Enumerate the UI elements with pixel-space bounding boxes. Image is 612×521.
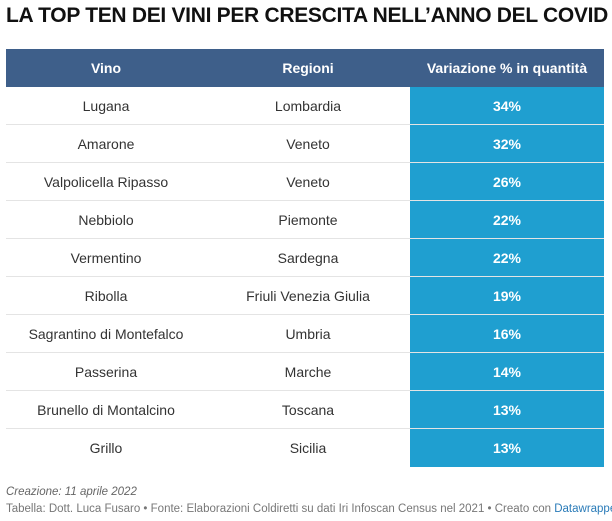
table-row: Lugana Lombardia 34%: [6, 87, 604, 125]
table-row: Brunello di Montalcino Toscana 13%: [6, 391, 604, 429]
cell-vino: Lugana: [82, 97, 130, 114]
cell-variazione: 14%: [410, 353, 604, 390]
cell-vino: Sagrantino di Montefalco: [28, 325, 184, 342]
cell-vino: Brunello di Montalcino: [37, 401, 175, 418]
cell-variazione: 34%: [410, 87, 604, 124]
cell-regione: Friuli Venezia Giulia: [246, 287, 370, 304]
cell-regione: Sicilia: [289, 440, 327, 456]
chart-title: LA TOP TEN DEI VINI PER CRESCITA NELL’AN…: [6, 4, 609, 27]
table-row: Valpolicella Ripasso Veneto 26%: [6, 163, 604, 201]
cell-variazione: 26%: [410, 163, 604, 200]
cell-vino: Amarone: [77, 135, 135, 152]
column-header-variazione: Variazione % in quantità: [426, 60, 588, 76]
cell-vino: Grillo: [89, 440, 123, 456]
cell-vino: Valpolicella Ripasso: [43, 173, 169, 190]
table-row: Grillo Sicilia 13%: [6, 429, 604, 467]
cell-vino: Ribolla: [84, 287, 128, 304]
cell-vino: Passerina: [74, 363, 138, 380]
table-row: Amarone Veneto 32%: [6, 125, 604, 163]
cell-regione: Toscana: [281, 401, 335, 418]
column-header-vino: Vino: [90, 60, 122, 76]
datawrapper-link[interactable]: Datawrapper: [554, 503, 612, 515]
cell-regione: Sardegna: [277, 249, 339, 266]
table-row: Ribolla Friuli Venezia Giulia 19%: [6, 277, 604, 315]
source-text: Tabella: Dott. Luca Fusaro • Fonte: Elab…: [6, 503, 555, 515]
cell-regione: Piemonte: [278, 211, 338, 228]
table-row: Passerina Marche 14%: [6, 353, 604, 391]
cell-variazione: 22%: [410, 239, 604, 276]
cell-regione: Umbria: [285, 325, 331, 342]
cell-variazione: 22%: [410, 201, 604, 238]
table-row: Sagrantino di Montefalco Umbria 16%: [6, 315, 604, 353]
cell-variazione: 13%: [410, 429, 604, 467]
cell-vino: Nebbiolo: [78, 211, 134, 228]
table-row: Vermentino Sardegna 22%: [6, 239, 604, 277]
cell-variazione: 19%: [410, 277, 604, 314]
cell-regione: Veneto: [286, 135, 330, 152]
table-header: Vino Regioni Variazione % in quantità: [6, 49, 604, 87]
cell-variazione: 32%: [410, 125, 604, 162]
cell-vino: Vermentino: [70, 249, 142, 266]
source-note: Tabella: Dott. Luca Fusaro • Fonte: Elab…: [6, 503, 612, 515]
data-table: Vino Regioni Variazione % in quantità Lu…: [6, 49, 604, 467]
table-row: Nebbiolo Piemonte 22%: [6, 201, 604, 239]
creation-date: Creazione: 11 aprile 2022: [6, 486, 137, 498]
column-header-regioni: Regioni: [282, 60, 334, 76]
cell-regione: Marche: [284, 363, 332, 380]
cell-variazione: 13%: [410, 391, 604, 428]
table-body: Lugana Lombardia 34% Amarone Veneto 32% Valpol…: [6, 87, 604, 467]
cell-variazione: 16%: [410, 315, 604, 352]
cell-regione: Veneto: [286, 173, 330, 190]
cell-regione: Lombardia: [274, 97, 342, 114]
